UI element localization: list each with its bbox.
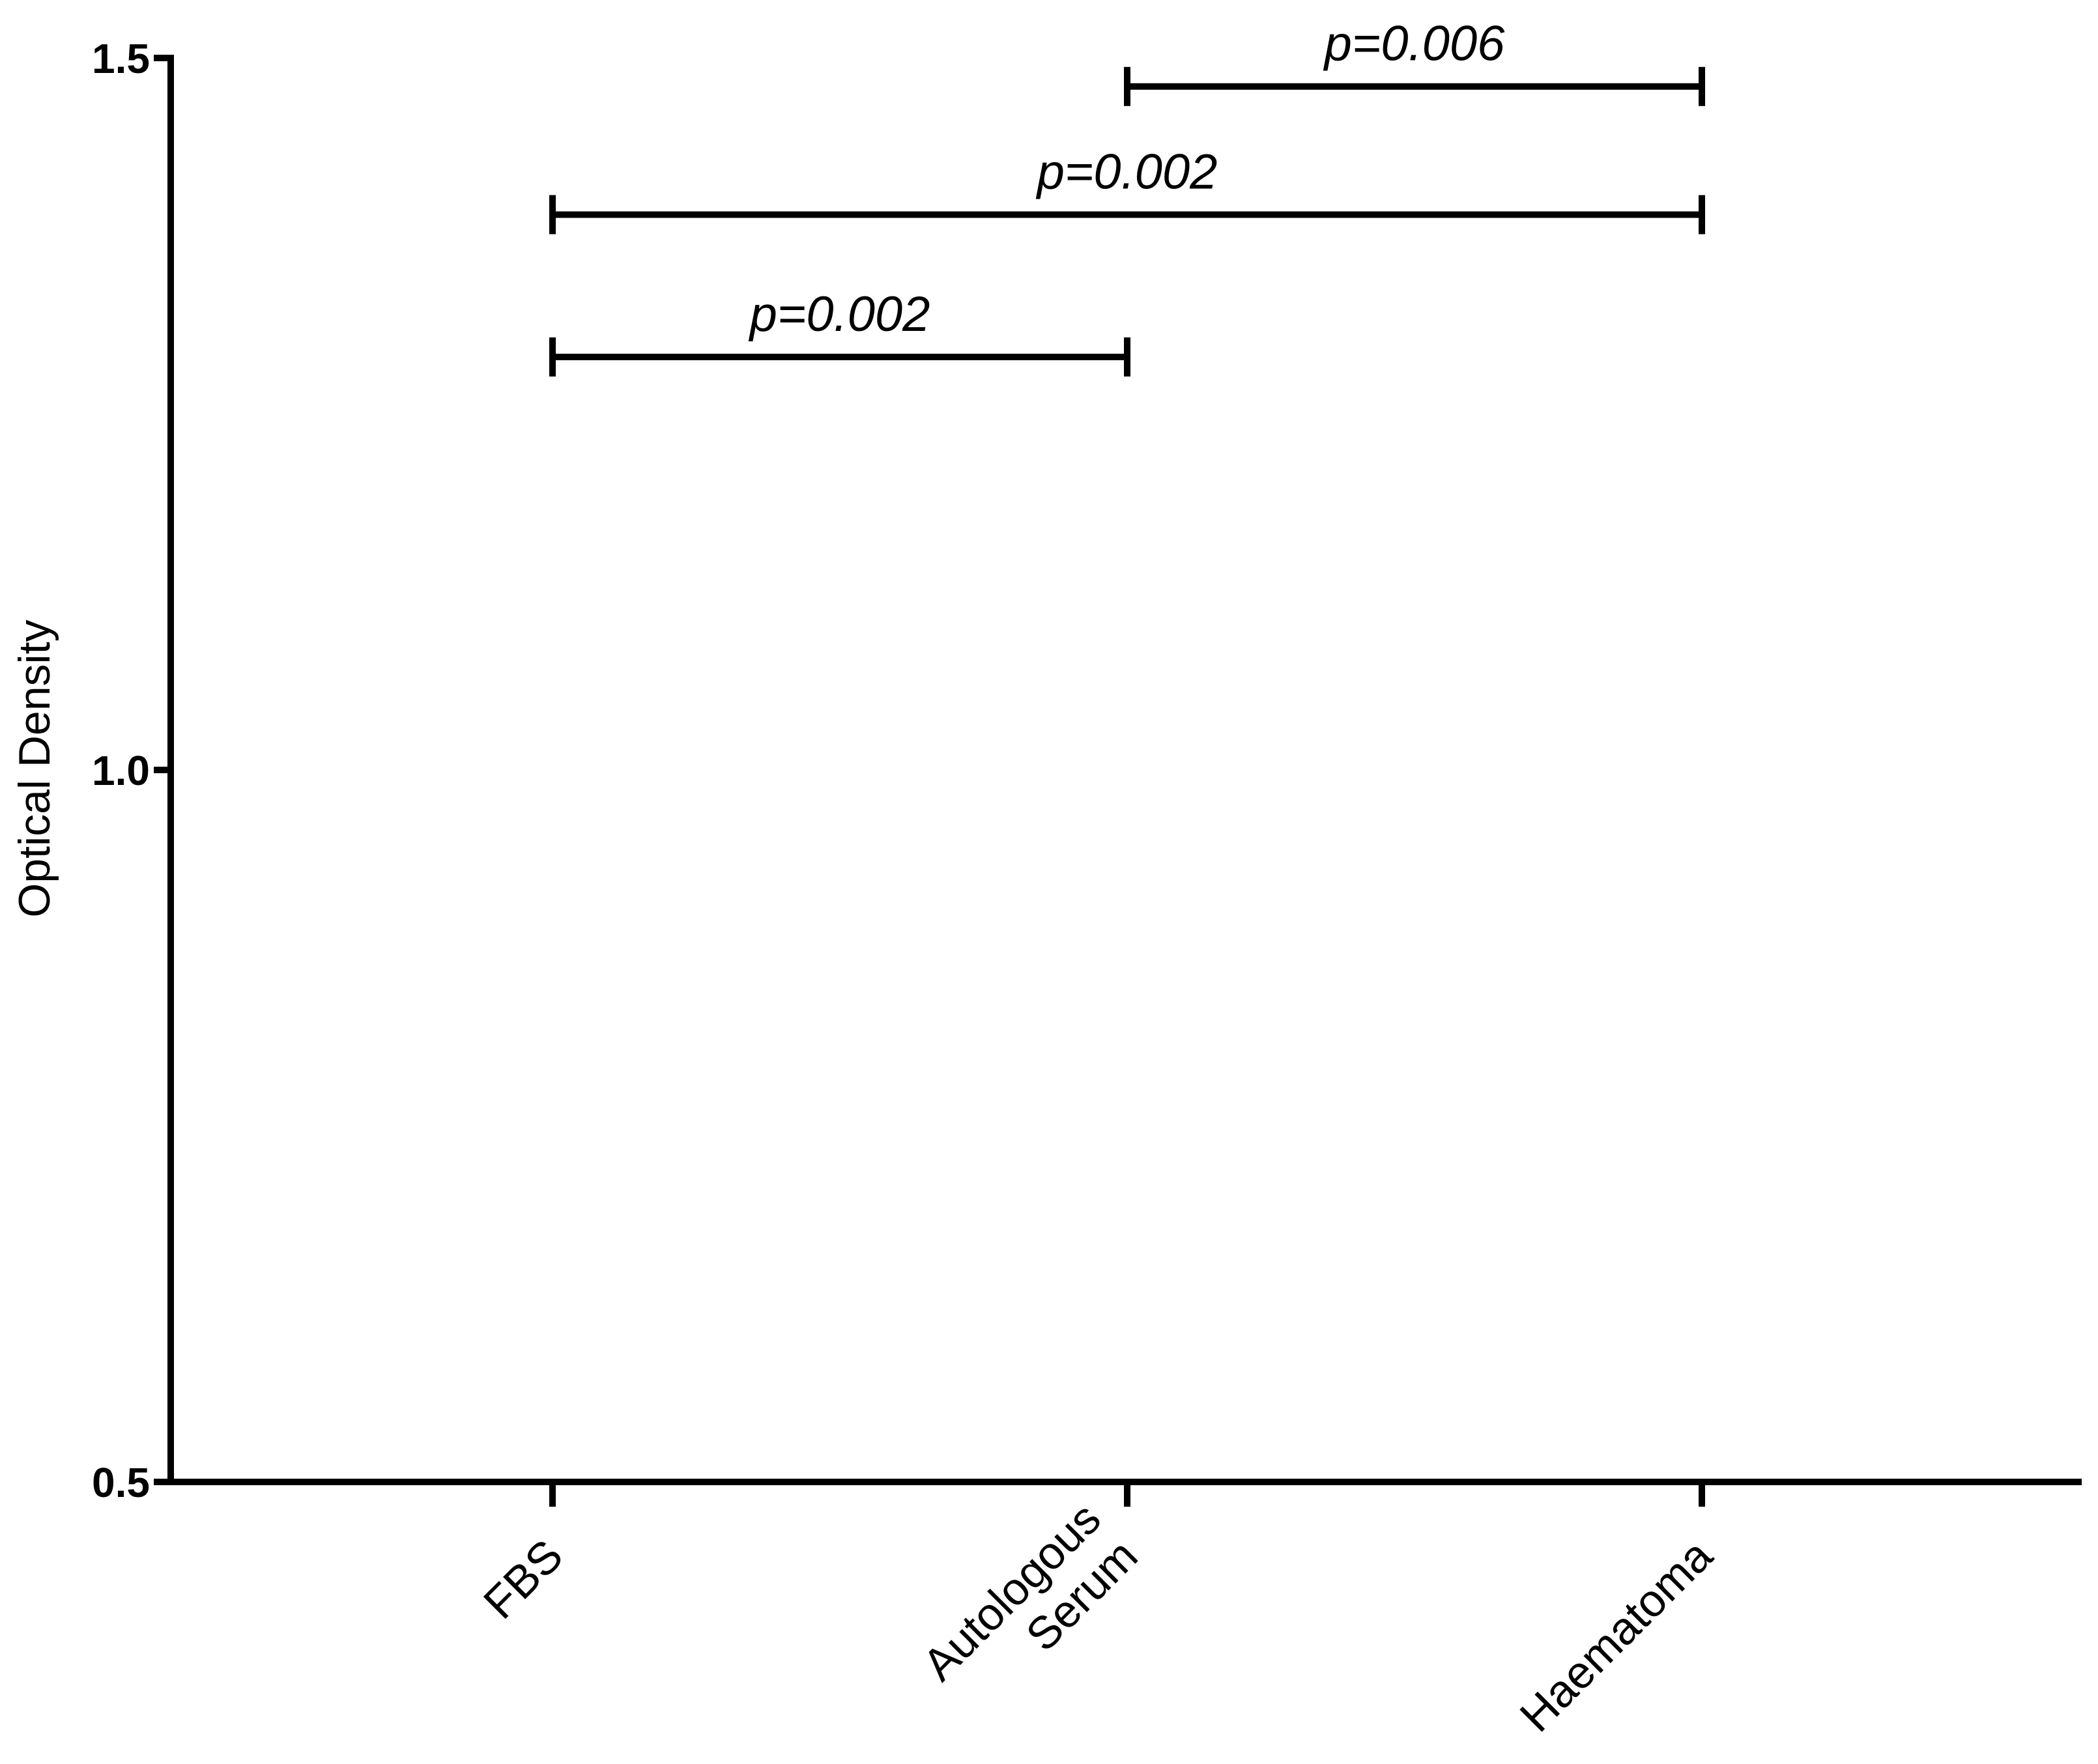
y-tick-label: 1.5 — [92, 35, 150, 82]
y-axis-label: Optical Density — [10, 619, 59, 917]
p-value-label: p=0.006 — [1323, 16, 1506, 72]
x-tick-label: Haematoma — [1510, 1529, 1722, 1741]
x-tick-label: FBS — [474, 1529, 572, 1628]
y-tick-label: 1.0 — [92, 747, 150, 794]
p-value-label: p=0.002 — [749, 287, 930, 342]
y-tick-label: 0.5 — [92, 1459, 150, 1506]
x-tick-label: AutologousSerum — [913, 1493, 1147, 1727]
p-value-label: p=0.002 — [1036, 144, 1218, 199]
